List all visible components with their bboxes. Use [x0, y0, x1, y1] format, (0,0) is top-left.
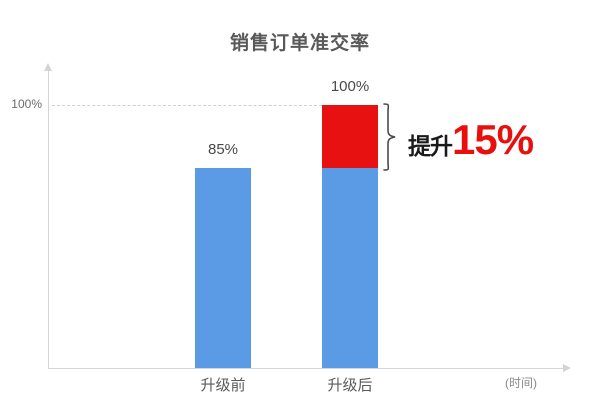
gridline-100-percent: [52, 105, 322, 106]
bar-before-upgrade[interactable]: [195, 168, 251, 368]
improvement-value-label: 15%: [452, 116, 534, 163]
x-axis-category-after-upgrade: 升级后: [327, 377, 373, 394]
value-label-after-upgrade: 100%: [330, 78, 370, 95]
bar-after-upgrade-base[interactable]: [322, 168, 378, 368]
arrow-right-icon: [563, 364, 571, 372]
improvement-prefix-label: 提升: [408, 133, 453, 159]
arrow-up-icon: [44, 63, 52, 71]
bar-after-upgrade-gain[interactable]: [322, 105, 378, 168]
x-axis-line: [48, 368, 564, 369]
x-axis-label: (时间): [505, 376, 537, 390]
value-label-before-upgrade: 85%: [207, 141, 239, 158]
y-axis-line: [48, 70, 49, 368]
curly-brace-icon: [382, 103, 398, 171]
y-axis-tick-label-100: 100%: [11, 97, 42, 111]
x-axis-category-before-upgrade: 升级前: [200, 377, 246, 394]
chart-title: 销售订单准交率: [229, 33, 370, 54]
improvement-callout: 提升 15%: [408, 116, 534, 163]
